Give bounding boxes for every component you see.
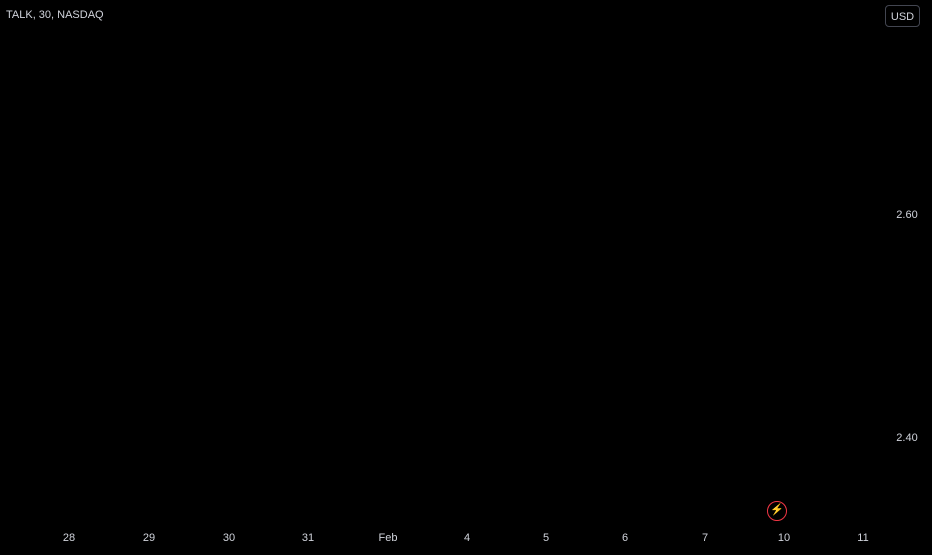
time-tick-label: Feb — [379, 532, 398, 544]
lightning-bolt-icon[interactable]: ⚡ — [767, 501, 787, 521]
time-tick-label: 4 — [464, 532, 470, 544]
time-axis[interactable]: 28 29 30 31 Feb 4 5 6 7 10 11 — [63, 532, 869, 544]
time-tick-label: 10 — [778, 532, 790, 544]
time-tick-label: 29 — [143, 532, 155, 544]
time-tick-label: 28 — [63, 532, 75, 544]
price-tick-label: 2.60 — [896, 209, 917, 221]
time-tick-label: 5 — [543, 532, 549, 544]
time-tick-label: 31 — [302, 532, 314, 544]
time-tick-label: 30 — [223, 532, 235, 544]
price-tick-label: 2.40 — [896, 432, 917, 444]
symbol-title[interactable]: TALK, 30, NASDAQ — [6, 9, 104, 21]
time-tick-label: 6 — [622, 532, 628, 544]
time-tick-label: 11 — [857, 532, 868, 544]
time-tick-label: 7 — [702, 532, 708, 544]
price-axis[interactable]: 2.402.602.803.003.203.403.603.804.004.20… — [855, 0, 930, 444]
currency-button[interactable]: USD — [885, 5, 920, 27]
